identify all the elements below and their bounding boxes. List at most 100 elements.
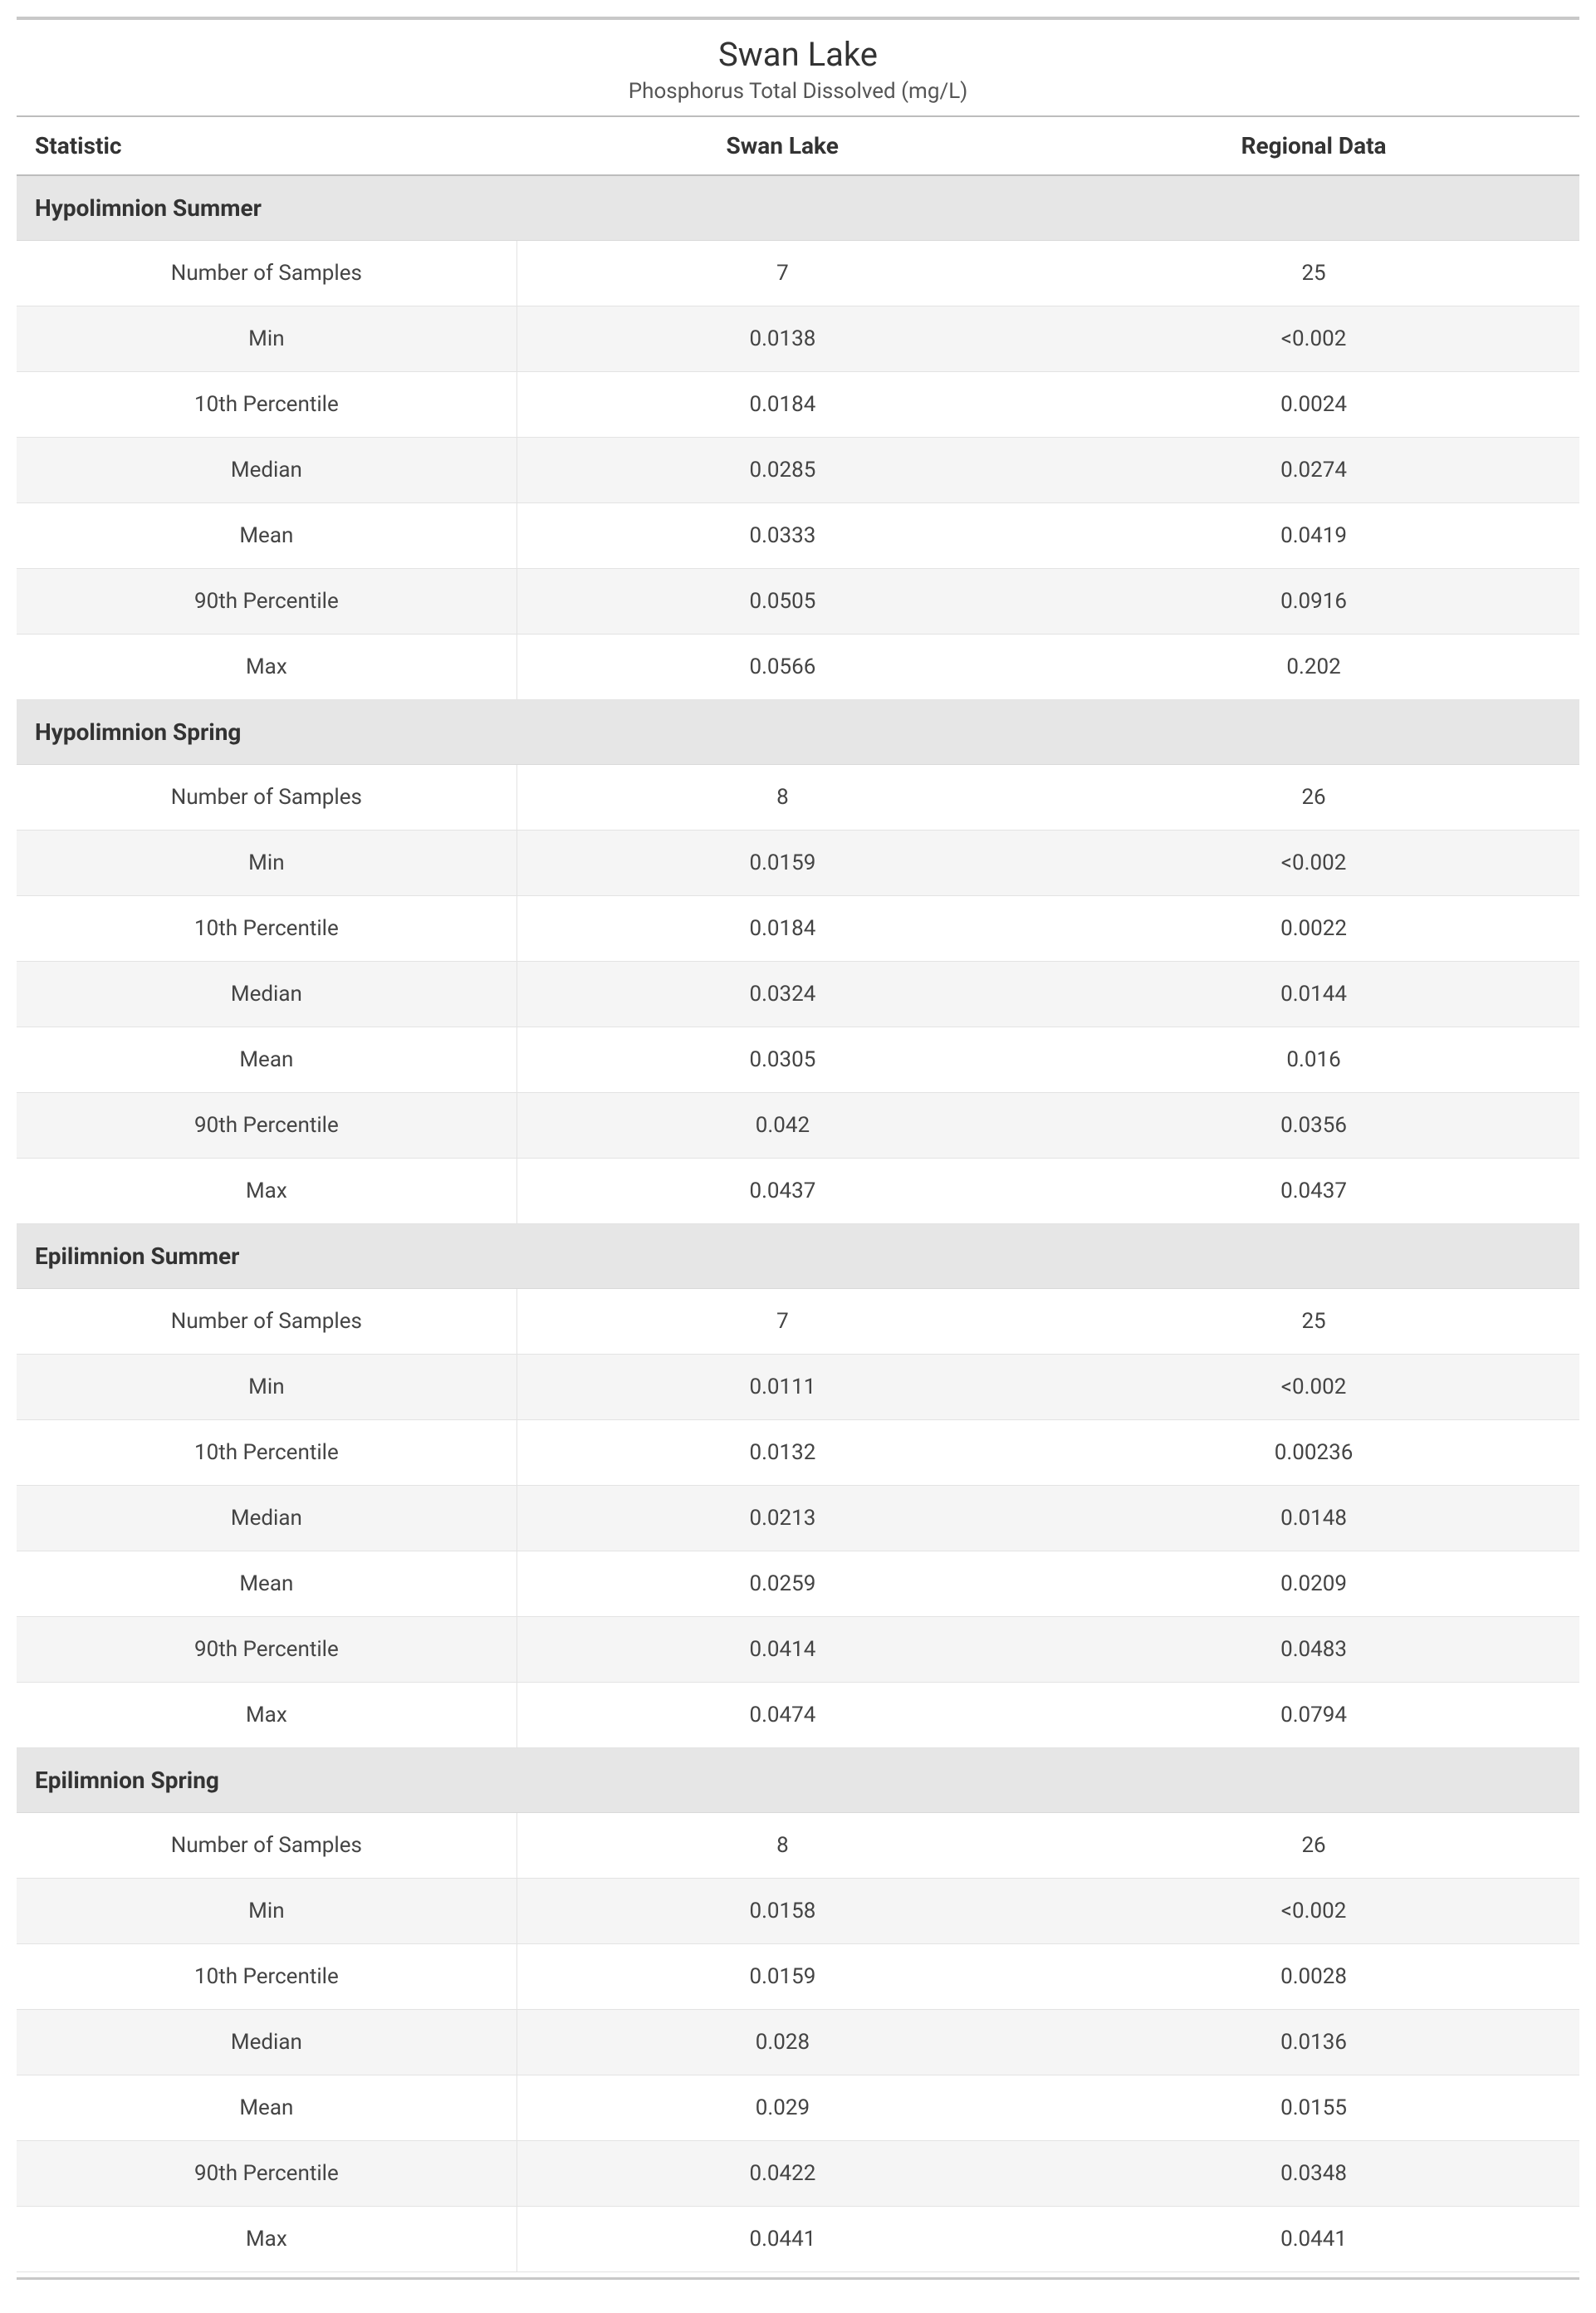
table-row: Max0.05660.202 (17, 635, 1579, 700)
table-row: Min0.0158<0.002 (17, 1879, 1579, 1944)
site-value: 0.0305 (516, 1027, 1048, 1093)
regional-value: 0.0155 (1048, 2075, 1579, 2141)
page-title: Swan Lake (17, 35, 1579, 74)
site-value: 0.042 (516, 1093, 1048, 1159)
table-row: Number of Samples725 (17, 241, 1579, 306)
section-title: Hypolimnion Summer (17, 175, 1579, 241)
bottom-rule (17, 2277, 1579, 2280)
site-value: 7 (516, 1289, 1048, 1355)
site-value: 0.0158 (516, 1879, 1048, 1944)
table-row: Number of Samples725 (17, 1289, 1579, 1355)
stat-label: Min (17, 1355, 516, 1420)
regional-value: 0.0024 (1048, 372, 1579, 438)
stat-label: Mean (17, 2075, 516, 2141)
stat-label: 10th Percentile (17, 1944, 516, 2010)
site-value: 8 (516, 1813, 1048, 1879)
stats-table: Statistic Swan Lake Regional Data Hypoli… (17, 115, 1579, 2272)
site-value: 0.0184 (516, 372, 1048, 438)
table-row: Min0.0159<0.002 (17, 831, 1579, 896)
table-row: Min0.0138<0.002 (17, 306, 1579, 372)
regional-value: 0.016 (1048, 1027, 1579, 1093)
site-value: 0.029 (516, 2075, 1048, 2141)
site-value: 0.0441 (516, 2207, 1048, 2272)
stat-label: 10th Percentile (17, 372, 516, 438)
stat-label: Number of Samples (17, 1289, 516, 1355)
stat-label: 10th Percentile (17, 1420, 516, 1486)
site-value: 0.0159 (516, 1944, 1048, 2010)
regional-value: 0.202 (1048, 635, 1579, 700)
stat-label: Max (17, 1159, 516, 1224)
stat-label: Min (17, 1879, 516, 1944)
stat-label: Max (17, 635, 516, 700)
table-row: Median0.0280.0136 (17, 2010, 1579, 2075)
regional-value: 0.0419 (1048, 503, 1579, 569)
site-value: 8 (516, 765, 1048, 831)
site-value: 0.0111 (516, 1355, 1048, 1420)
section-title: Epilimnion Summer (17, 1224, 1579, 1289)
section-title: Epilimnion Spring (17, 1748, 1579, 1813)
regional-value: 0.0144 (1048, 962, 1579, 1027)
site-value: 0.0414 (516, 1617, 1048, 1683)
table-row: Max0.04410.0441 (17, 2207, 1579, 2272)
regional-value: 26 (1048, 765, 1579, 831)
regional-value: 0.0356 (1048, 1093, 1579, 1159)
table-row: Max0.04740.0794 (17, 1683, 1579, 1748)
regional-value: <0.002 (1048, 831, 1579, 896)
site-value: 0.0213 (516, 1486, 1048, 1551)
section-header: Epilimnion Spring (17, 1748, 1579, 1813)
table-row: 90th Percentile0.04220.0348 (17, 2141, 1579, 2207)
stat-label: 90th Percentile (17, 1093, 516, 1159)
site-value: 0.0422 (516, 2141, 1048, 2207)
col-header-site: Swan Lake (516, 116, 1048, 175)
table-row: 10th Percentile0.01590.0028 (17, 1944, 1579, 2010)
report-page: Swan Lake Phosphorus Total Dissolved (mg… (0, 0, 1596, 2313)
site-value: 0.0138 (516, 306, 1048, 372)
regional-value: 0.0022 (1048, 896, 1579, 962)
page-subtitle: Phosphorus Total Dissolved (mg/L) (17, 79, 1579, 104)
table-body: Hypolimnion SummerNumber of Samples725Mi… (17, 175, 1579, 2272)
stat-label: Max (17, 2207, 516, 2272)
site-value: 0.0474 (516, 1683, 1048, 1748)
site-value: 0.0566 (516, 635, 1048, 700)
regional-value: 0.0916 (1048, 569, 1579, 635)
table-row: 10th Percentile0.01840.0024 (17, 372, 1579, 438)
regional-value: 0.0274 (1048, 438, 1579, 503)
stat-label: 90th Percentile (17, 2141, 516, 2207)
stat-label: Mean (17, 1027, 516, 1093)
site-value: 0.0132 (516, 1420, 1048, 1486)
table-row: 90th Percentile0.0420.0356 (17, 1093, 1579, 1159)
col-header-regional: Regional Data (1048, 116, 1579, 175)
col-header-statistic: Statistic (17, 116, 516, 175)
stat-label: Median (17, 438, 516, 503)
site-value: 0.0159 (516, 831, 1048, 896)
regional-value: 0.0348 (1048, 2141, 1579, 2207)
stat-label: Number of Samples (17, 765, 516, 831)
table-row: Number of Samples826 (17, 1813, 1579, 1879)
site-value: 0.0333 (516, 503, 1048, 569)
table-row: 90th Percentile0.05050.0916 (17, 569, 1579, 635)
regional-value: 0.0437 (1048, 1159, 1579, 1224)
stat-label: Median (17, 2010, 516, 2075)
stat-label: Number of Samples (17, 241, 516, 306)
stat-label: 10th Percentile (17, 896, 516, 962)
regional-value: 0.00236 (1048, 1420, 1579, 1486)
stat-label: Mean (17, 503, 516, 569)
section-title: Hypolimnion Spring (17, 700, 1579, 765)
site-value: 0.0259 (516, 1551, 1048, 1617)
table-row: Mean0.02590.0209 (17, 1551, 1579, 1617)
section-header: Hypolimnion Summer (17, 175, 1579, 241)
table-row: Median0.02130.0148 (17, 1486, 1579, 1551)
table-row: Max0.04370.0437 (17, 1159, 1579, 1224)
table-row: 10th Percentile0.01840.0022 (17, 896, 1579, 962)
stat-label: 90th Percentile (17, 569, 516, 635)
site-value: 0.0505 (516, 569, 1048, 635)
section-header: Hypolimnion Spring (17, 700, 1579, 765)
table-row: Mean0.0290.0155 (17, 2075, 1579, 2141)
regional-value: 26 (1048, 1813, 1579, 1879)
regional-value: 0.0136 (1048, 2010, 1579, 2075)
table-row: Min0.0111<0.002 (17, 1355, 1579, 1420)
site-value: 0.0437 (516, 1159, 1048, 1224)
stat-label: Min (17, 306, 516, 372)
regional-value: 25 (1048, 241, 1579, 306)
regional-value: <0.002 (1048, 306, 1579, 372)
